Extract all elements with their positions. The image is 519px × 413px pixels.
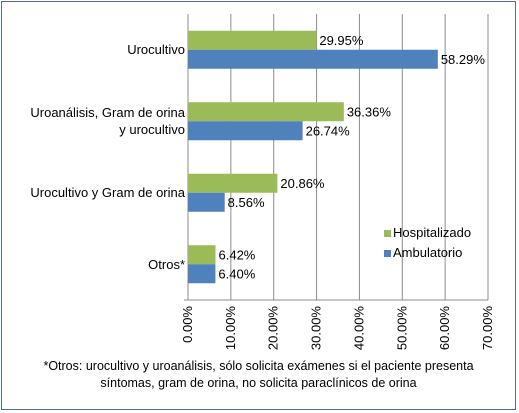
data-label-ambulatorio-3: 6.40% (218, 266, 255, 281)
x-tick-label-60: 60.00% (437, 306, 452, 351)
category-label-line: y urocultivo (119, 122, 185, 138)
legend-item-ambulatorio: Ambulatorio (384, 245, 462, 260)
data-label-hospitalizado-0: 29.95% (319, 33, 364, 48)
category-label-2: Urocultivo y Gram de orina (30, 184, 185, 201)
bar-hospitalizado-3 (188, 245, 216, 265)
x-tick-label-30: 30.00% (309, 306, 324, 351)
bar-ambulatorio-0 (188, 49, 438, 69)
legend-label: Hospitalizado (393, 225, 472, 240)
x-tick-label-50: 50.00% (394, 306, 409, 351)
data-label-ambulatorio-0: 58.29% (441, 52, 486, 67)
x-tick-label-0: 0.00% (180, 306, 195, 343)
legend-swatch (384, 250, 391, 258)
x-tick-label-70: 70.00% (480, 306, 495, 351)
bar-hospitalizado-1 (188, 102, 344, 122)
legend-swatch (384, 230, 391, 238)
bar-ambulatorio-2 (188, 192, 225, 212)
category-label-0: Urocultivo (127, 41, 185, 58)
data-label-hospitalizado-3: 6.42% (219, 247, 256, 262)
bar-hospitalizado-0 (188, 30, 317, 50)
legend-label: Ambulatorio (393, 245, 463, 260)
data-label-hospitalizado-2: 20.86% (280, 176, 325, 191)
x-tick-label-20: 20.00% (266, 306, 281, 351)
bar-ambulatorio-1 (188, 121, 303, 141)
category-label-1: Uroanálisis, Gram de orina y urocultivo (30, 104, 185, 138)
bar-hospitalizado-2 (188, 173, 278, 193)
footnote-line-2: síntomas, gram de orina, no solicita par… (100, 376, 417, 390)
data-label-ambulatorio-1: 26.74% (306, 123, 351, 138)
data-label-ambulatorio-2: 8.56% (228, 195, 265, 210)
category-label-line: Urocultivo y Gram de orina (30, 185, 185, 201)
legend-item-hospitalizado: Hospitalizado (384, 225, 471, 240)
x-tick-label-10: 10.00% (223, 306, 238, 351)
x-tick-label-40: 40.00% (351, 306, 366, 351)
footnote-line-1: *Otros: urocultivo y uroanálisis, sólo s… (43, 359, 474, 373)
bar-ambulatorio-3 (188, 264, 216, 284)
category-label-line: Otros* (148, 256, 185, 272)
data-label-hospitalizado-1: 36.36% (347, 104, 392, 119)
category-label-line: Urocultivo (127, 42, 185, 58)
category-label-line: Uroanálisis, Gram de orina (30, 105, 185, 121)
footnote: *Otros: urocultivo y uroanálisis, sólo s… (10, 358, 507, 392)
category-label-3: Otros* (148, 256, 185, 273)
